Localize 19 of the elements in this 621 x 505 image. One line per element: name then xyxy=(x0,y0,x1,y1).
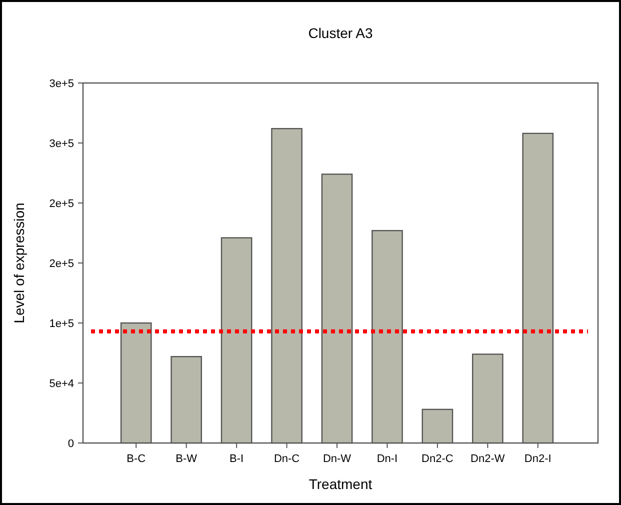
x-tick-label: Dn-C xyxy=(274,453,300,465)
y-tick-label: 3e+5 xyxy=(49,138,74,150)
y-tick-label: 0 xyxy=(68,438,74,450)
y-tick-label: 2e+5 xyxy=(49,198,74,210)
x-tick-label: Dn2-C xyxy=(422,453,454,465)
x-tick-label: B-C xyxy=(126,453,146,465)
x-tick-label: B-W xyxy=(176,453,198,465)
x-tick-label: Dn-W xyxy=(322,453,352,465)
y-tick-label: 1e+5 xyxy=(49,318,74,330)
y-tick-label: 5e+4 xyxy=(49,378,74,390)
x-tick-label: Dn2-I xyxy=(524,453,552,465)
x-axis-title: Treatment xyxy=(308,476,372,492)
y-tick-label: 2e+5 xyxy=(49,258,74,270)
chart-title: Cluster A3 xyxy=(308,25,374,41)
y-tick-label: 3e+5 xyxy=(49,78,74,90)
x-tick-label: Dn-I xyxy=(376,453,398,465)
x-tick-label: Dn2-W xyxy=(470,453,506,465)
y-axis-title: Level of expression xyxy=(11,202,27,324)
x-tick-label: B-I xyxy=(230,453,244,465)
